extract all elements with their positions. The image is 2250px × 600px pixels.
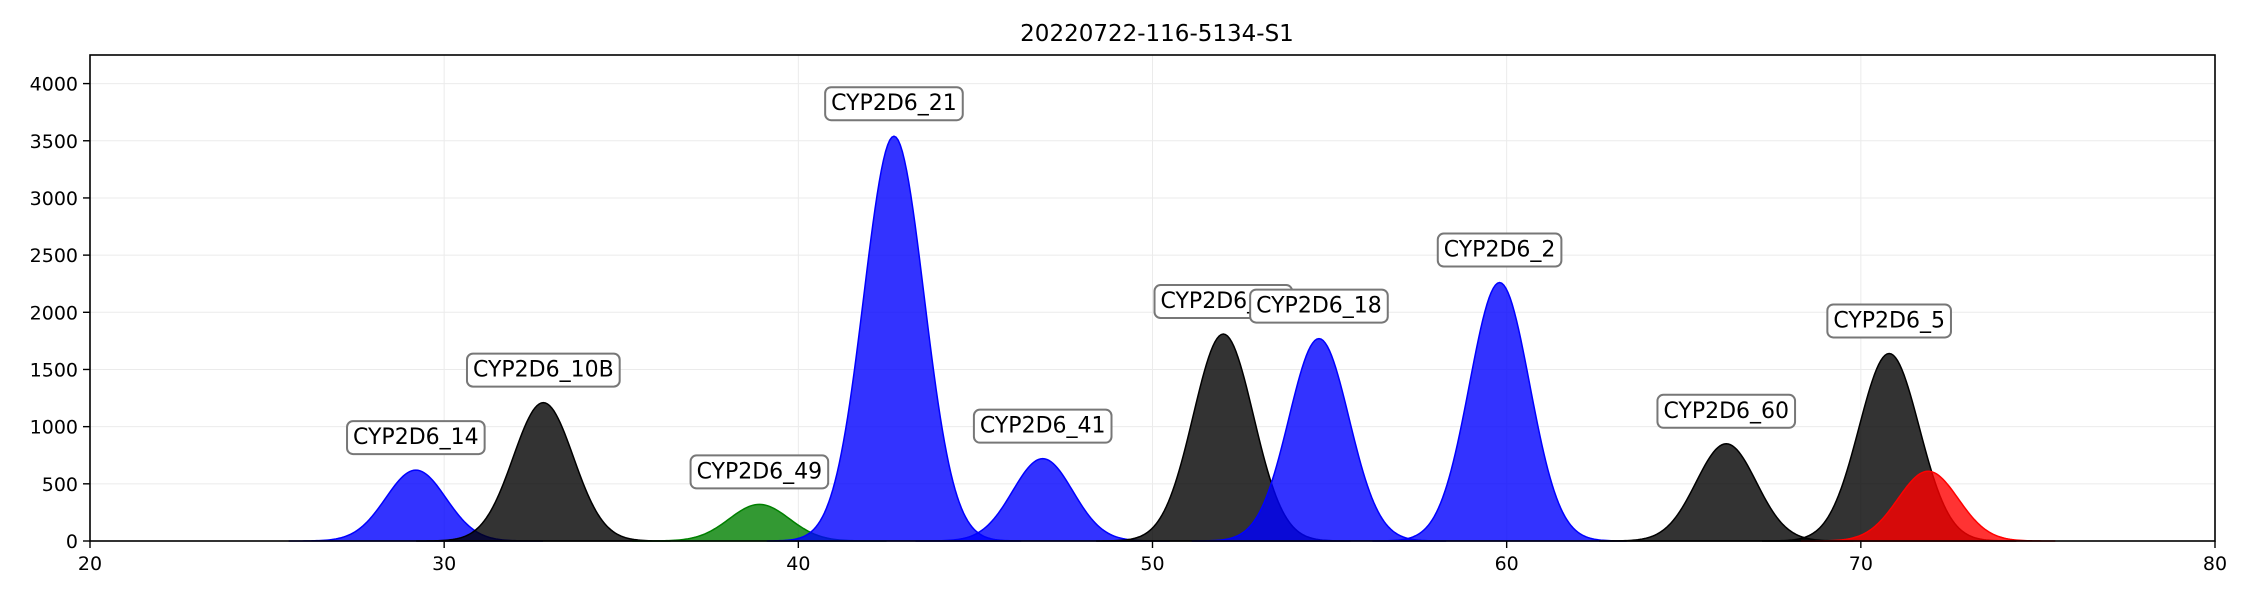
y-tick-label: 3000 <box>30 188 78 210</box>
y-tick-label: 2000 <box>30 302 78 324</box>
peak-area-unlabeled-10 <box>1800 470 2056 542</box>
y-tick-label: 1000 <box>30 417 78 439</box>
peak-label-cyp2d6-41: CYP2D6_41 <box>972 408 1113 444</box>
x-tick-label: 40 <box>786 553 810 575</box>
peak-label-cyp2d6-2: CYP2D6_2 <box>1436 232 1563 268</box>
y-tick-label: 2500 <box>30 245 78 267</box>
x-tick-label: 70 <box>1849 553 1873 575</box>
peak-label-cyp2d6-18: CYP2D6_18 <box>1249 288 1389 324</box>
x-tick-label: 50 <box>1140 553 1164 575</box>
area-layer <box>288 135 2056 542</box>
peak-area-cyp2d6-60 <box>1599 443 1854 542</box>
chart-title: 20220722-116-5134-S1 <box>1020 21 1294 47</box>
x-tick-label: 80 <box>2203 553 2227 575</box>
peak-area-cyp2d6-10b <box>416 401 671 542</box>
y-tick-label: 0 <box>66 531 78 553</box>
peak-label-cyp2d6-60: CYP2D6_60 <box>1656 393 1797 429</box>
peak-label-text: CYP2D6_60 <box>1663 399 1789 424</box>
y-tick-label: 1500 <box>30 359 78 381</box>
peak-label-cyp2d6-10b: CYP2D6_10B <box>465 352 621 388</box>
y-tick-label: 4000 <box>30 74 78 96</box>
peak-label-box <box>1436 232 1563 268</box>
peak-label-box <box>465 352 621 388</box>
peak-label-text: CYP2D6_41 <box>980 414 1106 439</box>
peak-label-text: CYP2D6_49 <box>697 459 823 484</box>
peak-label-cyp2d6-21: CYP2D6_21 <box>824 86 964 122</box>
label-layer: CYP2D6_14 CYP2D6_10B CYP2D6_49 CYP2D6_21 CYP… <box>346 86 1952 490</box>
y-tick-label: 500 <box>42 474 78 496</box>
peak-area-cyp2d6-18 <box>1191 337 1447 542</box>
peak-label-box <box>1249 288 1389 324</box>
peak-label-cyp2d6-5: CYP2D6_5 <box>1826 303 1952 339</box>
peak-label-text: CYP2D6_18 <box>1256 294 1382 319</box>
peak-label-cyp2d6-49: CYP2D6_49 <box>689 454 830 490</box>
peak-label-box <box>689 454 830 490</box>
peak-label-box <box>346 420 486 456</box>
peak-label-box <box>1826 303 1952 339</box>
peak-label-cyp2d6-14: CYP2D6_14 <box>346 420 486 456</box>
peak-label-text: CYP2D6_21 <box>831 91 957 116</box>
peak-label-box <box>972 408 1113 444</box>
x-tick-label: 30 <box>432 553 456 575</box>
peak-label-box <box>824 86 964 122</box>
peak-label-text: CYP2D6_10B <box>473 358 614 383</box>
peak-label-box <box>1656 393 1797 429</box>
peak-label-text: CYP2D6_2 <box>1444 238 1556 263</box>
x-tick-label: 60 <box>1495 553 1519 575</box>
x-tick-label: 20 <box>78 553 102 575</box>
axis-layer: 20 30 40 50 60 70 80 0 500 1000 1500 2000 2500 3000 35… <box>30 54 2227 575</box>
y-tick-label: 3500 <box>30 131 78 153</box>
peak-label-text: CYP2D6_5 <box>1833 308 1945 333</box>
peak-area-cyp2d6-2 <box>1372 281 1627 542</box>
peak-label-text: CYP2D6_14 <box>353 425 479 450</box>
